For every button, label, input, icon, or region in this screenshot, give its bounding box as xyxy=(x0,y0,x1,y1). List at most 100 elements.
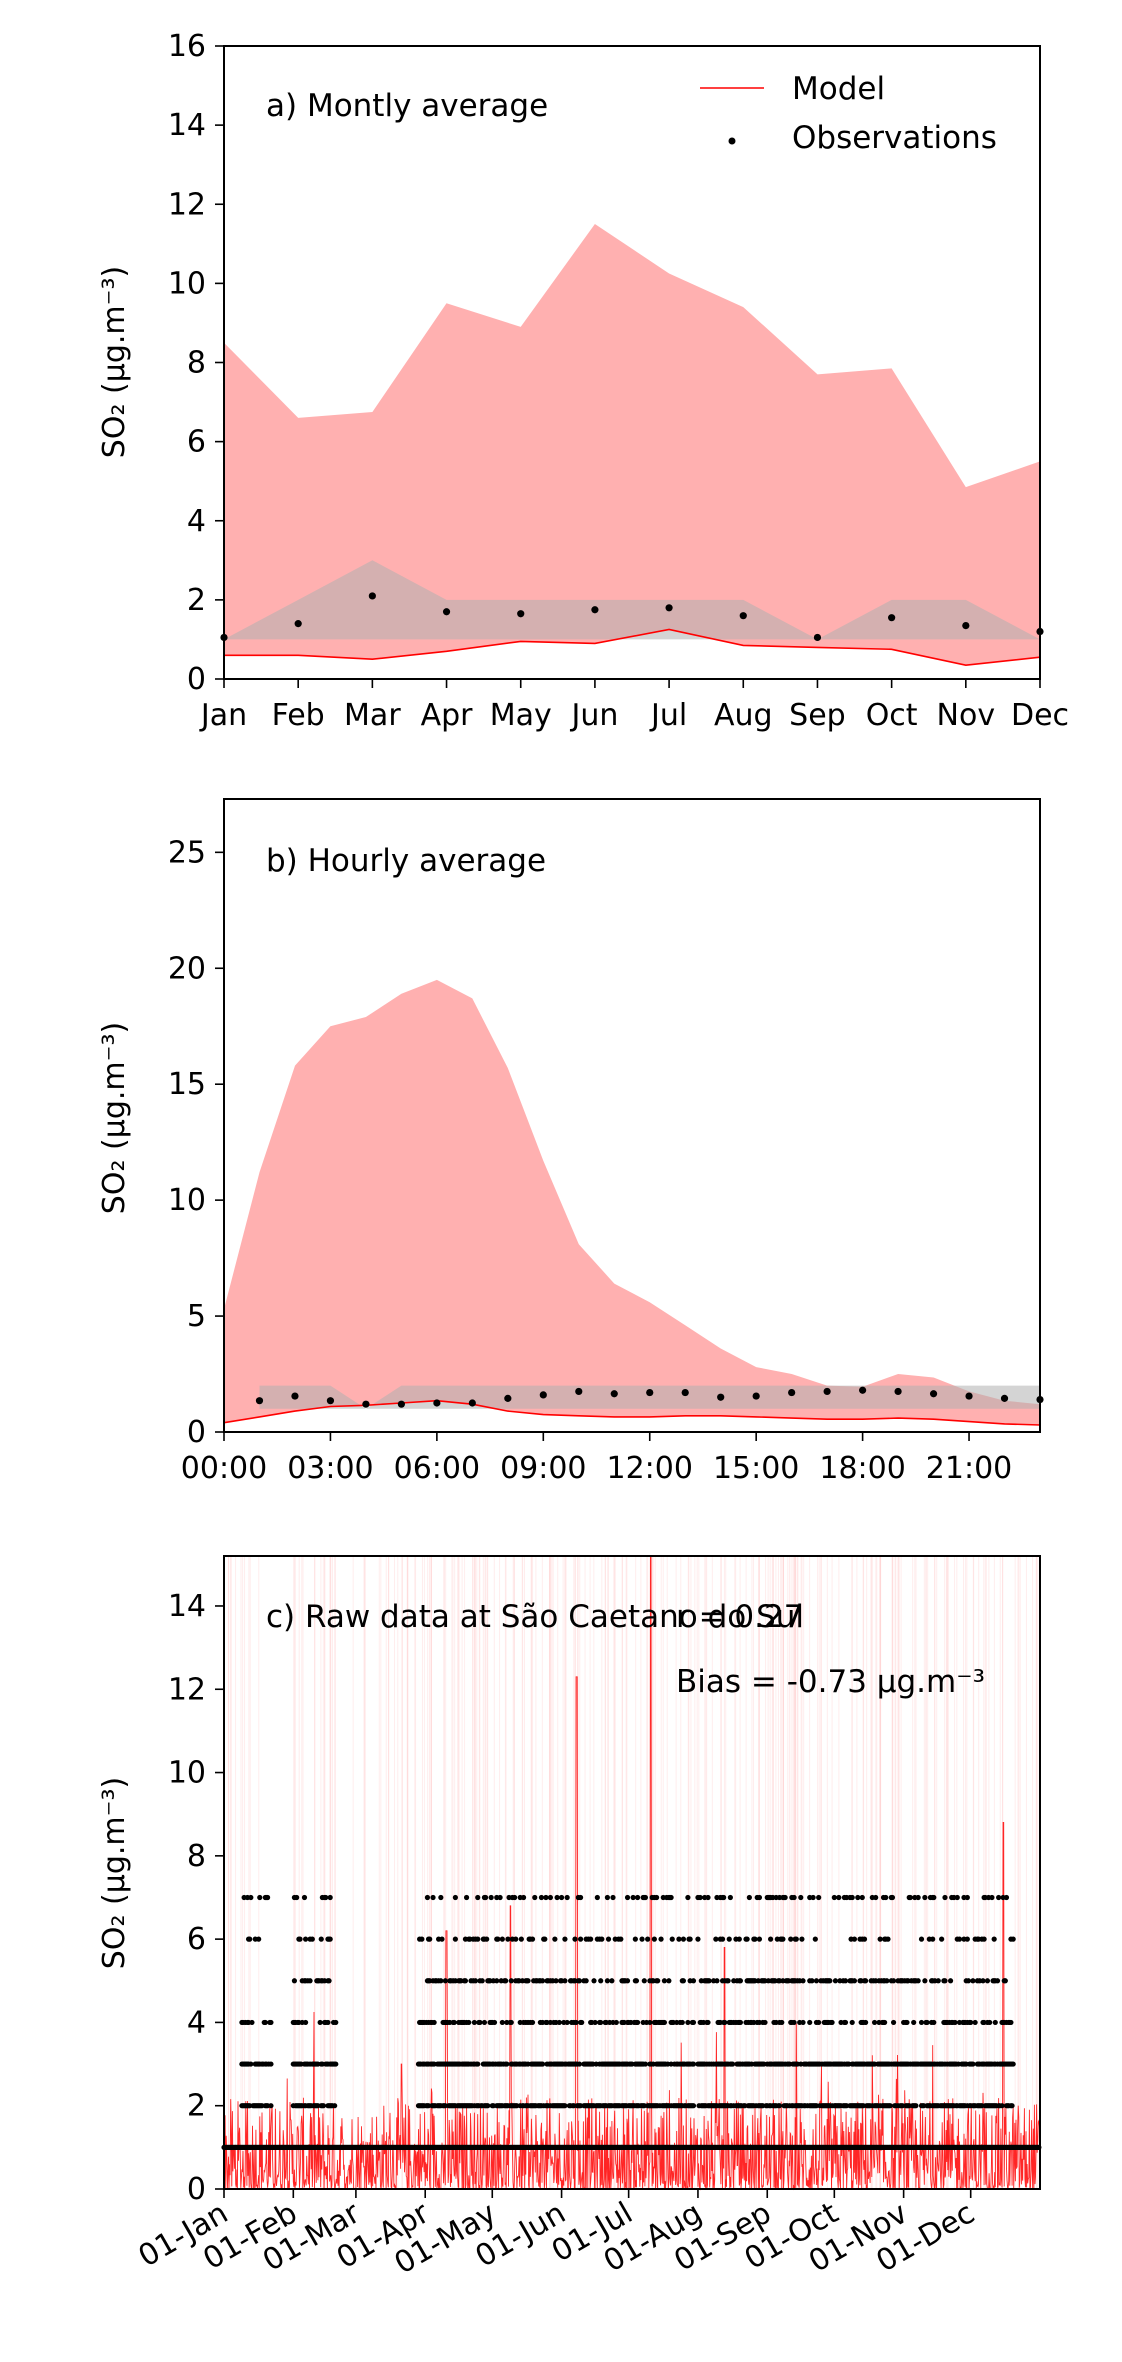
panel-b-xtick-label: 15:00 xyxy=(713,1451,799,1486)
observation-point xyxy=(737,2019,744,2026)
observation-point xyxy=(325,2019,331,2026)
panel-b-ytick-label: 25 xyxy=(168,835,206,870)
observation-point xyxy=(294,1894,300,1901)
observation-point xyxy=(989,1894,995,1901)
observation-point xyxy=(256,1936,262,1942)
observation-point xyxy=(605,1936,612,1942)
observation-point xyxy=(744,1936,750,1942)
observation-point xyxy=(594,1894,600,1901)
observation-point xyxy=(929,1390,938,1398)
panel-b-ytick-label: 5 xyxy=(187,1299,206,1334)
model-hourly-line xyxy=(223,1555,1041,2191)
observation-point xyxy=(318,1936,324,1942)
observation-point xyxy=(433,1399,441,1407)
observation-point xyxy=(706,1978,712,1984)
observation-point xyxy=(1009,2103,1015,2109)
observation-point xyxy=(931,1894,937,1901)
observation-point xyxy=(705,2019,711,2026)
panel-a-xtick-label: Feb xyxy=(272,698,325,733)
observation-point xyxy=(504,2061,510,2067)
panel-b-ytick-label: 15 xyxy=(168,1067,206,1102)
observation-point xyxy=(651,1936,657,1942)
observation-point xyxy=(539,1391,547,1399)
observation-point xyxy=(996,1894,1002,1901)
observation-point xyxy=(645,1936,651,1942)
observation-point xyxy=(624,1978,631,1984)
panel-a-xtick-label: Nov xyxy=(937,698,996,733)
observation-point xyxy=(562,2103,568,2109)
observation-point xyxy=(665,604,673,612)
panel-a-ylabel: SO₂ (μg.m⁻³) xyxy=(97,266,132,458)
observation-point xyxy=(517,610,525,618)
panel-b-xtick-label: 09:00 xyxy=(500,1451,586,1486)
observation-point xyxy=(419,1936,425,1942)
observation-point xyxy=(690,2019,697,2026)
panel-b-ytick-label: 10 xyxy=(168,1183,206,1218)
observation-point xyxy=(262,2019,268,2026)
observation-point xyxy=(788,1936,794,1942)
observation-point xyxy=(481,2019,488,2026)
observation-point xyxy=(463,1894,470,1901)
observation-point xyxy=(661,2019,668,2026)
observation-point xyxy=(397,1400,405,1408)
observation-point xyxy=(727,1894,733,1901)
observation-point xyxy=(291,1978,298,1984)
observation-point xyxy=(987,2019,993,2026)
observation-point xyxy=(613,2019,619,2026)
observation-point xyxy=(499,1936,505,1942)
observation-point xyxy=(915,1894,921,1901)
observation-point xyxy=(661,1978,668,1984)
panel-a-ytick-label: 12 xyxy=(168,187,206,222)
observation-point xyxy=(690,2061,697,2067)
observation-point xyxy=(333,2061,339,2067)
model-line xyxy=(224,628,1041,667)
observation-point xyxy=(873,1894,879,1901)
observation-point xyxy=(813,633,822,642)
panel-b-label: b) Hourly average xyxy=(266,843,546,879)
observation-point xyxy=(633,1978,640,1984)
panel-a-monthly-average: 0 2 4 6 8 10 12 14 16 SO₂ (μg.m⁻³) Jan Feb Mar Apr May… xyxy=(97,29,1069,733)
observation-point xyxy=(268,2103,274,2109)
panel-b-xtick-label: 12:00 xyxy=(607,1451,693,1486)
observation-point xyxy=(249,2019,255,2026)
observation-point xyxy=(965,1978,972,1984)
observation-point xyxy=(577,1936,584,1942)
observation-point xyxy=(477,2019,483,2026)
observation-point xyxy=(807,2019,813,2026)
correlation-stat: r = 0.27 xyxy=(676,1599,803,1635)
legend: Model Observations xyxy=(700,71,997,156)
observation-point xyxy=(424,1894,431,1901)
observation-point xyxy=(513,1936,519,1942)
observation-point xyxy=(248,2061,254,2067)
panel-b-xtick-label: 18:00 xyxy=(819,1451,905,1486)
observation-point xyxy=(495,1936,501,1942)
observation-point xyxy=(504,1394,512,1402)
observation-point xyxy=(333,2019,339,2026)
observation-point xyxy=(512,1894,518,1901)
observation-point xyxy=(552,1936,558,1942)
observation-point xyxy=(885,1936,891,1942)
observation-point xyxy=(882,2019,888,2026)
observation-point xyxy=(542,1936,548,1942)
observation-point xyxy=(685,1894,691,1901)
observation-point xyxy=(485,2103,491,2109)
observation-point xyxy=(851,1978,858,1984)
panel-a-ytick-label: 14 xyxy=(168,108,206,143)
panel-a-xtick-label: Mar xyxy=(344,698,401,733)
panel-a-xtick-label: Oct xyxy=(866,698,918,733)
observation-point xyxy=(598,2019,604,2026)
panel-a-ytick-label: 2 xyxy=(187,583,206,618)
observation-point xyxy=(970,2061,976,2067)
observation-point xyxy=(894,1387,902,1396)
observation-point xyxy=(268,2019,274,2026)
observation-point xyxy=(666,1978,672,1984)
observation-point xyxy=(518,1936,524,1942)
observation-point xyxy=(964,1894,970,1901)
observation-point xyxy=(475,2061,481,2067)
observation-point xyxy=(952,2019,958,2026)
observation-point xyxy=(697,1894,703,1901)
observation-point xyxy=(583,1978,589,1984)
observation-point xyxy=(859,1894,865,1901)
observation-point xyxy=(291,1392,299,1400)
observation-point xyxy=(482,1894,489,1901)
